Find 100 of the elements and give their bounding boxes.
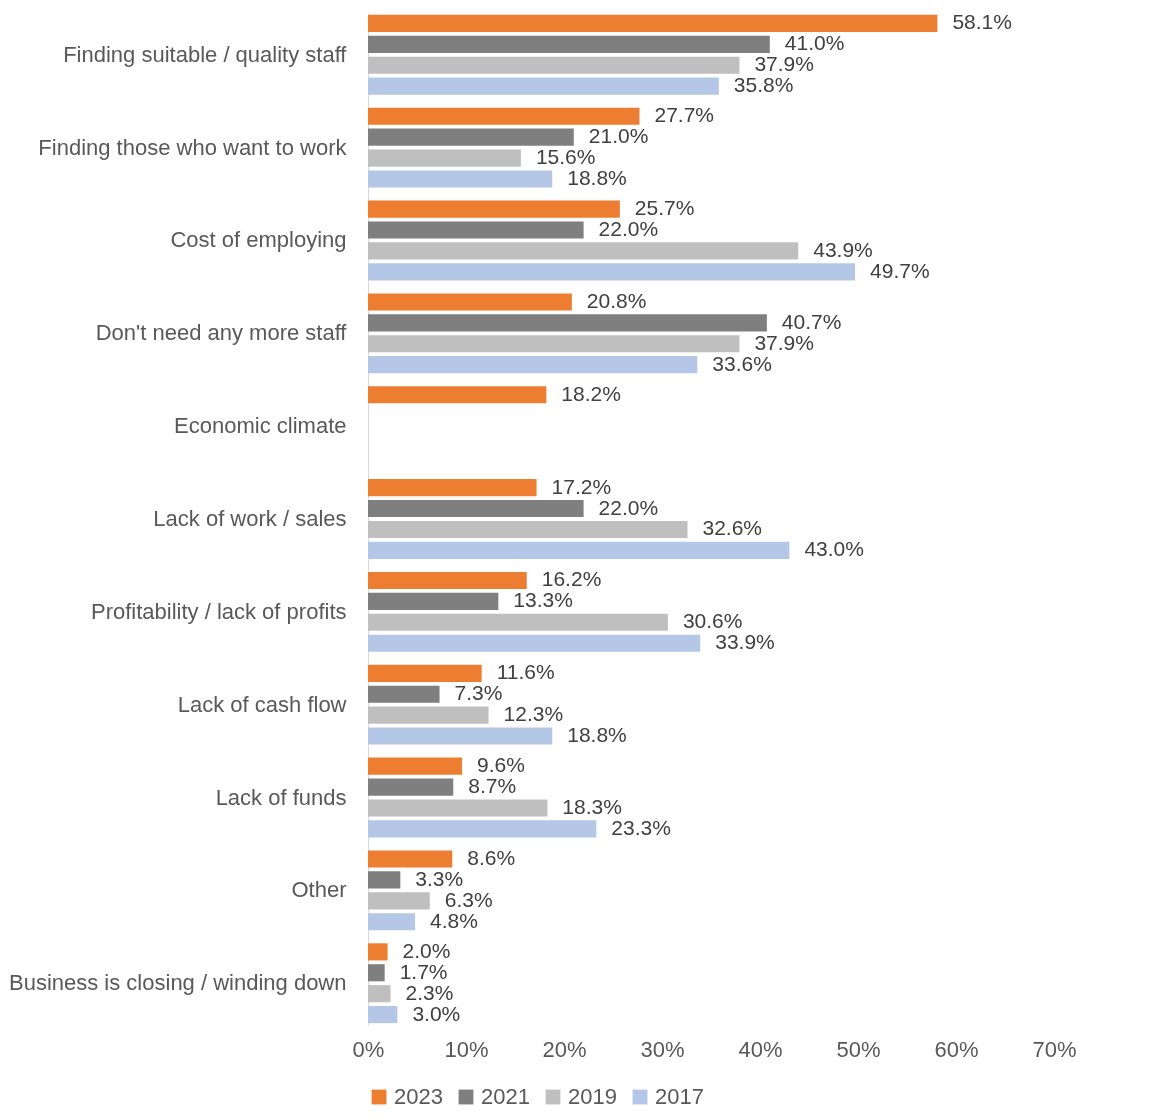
y-tick-label: Economic climate [174, 413, 347, 439]
y-tick-label: Don't need any more staff [95, 320, 348, 346]
data-label: 7.3% [454, 681, 503, 705]
data-label: 6.3% [444, 887, 493, 911]
data-label: 22.0% [598, 217, 659, 241]
bar [368, 107, 640, 125]
bar [368, 242, 799, 260]
x-tick-label: 40% [738, 1036, 783, 1062]
data-label: 18.2% [561, 381, 621, 405]
data-label: 2.0% [402, 938, 451, 962]
x-tick-label: 60% [934, 1036, 979, 1062]
y-tick-label: Finding suitable / quality staff [63, 41, 348, 67]
y-tick-label: Lack of funds [215, 784, 347, 810]
data-label: 33.9% [715, 630, 775, 654]
bar [368, 613, 668, 631]
bar [368, 149, 521, 167]
data-label: 41.0% [784, 31, 845, 55]
bar [368, 77, 719, 95]
data-label: 9.6% [477, 753, 525, 777]
bar [368, 820, 597, 838]
bar [368, 520, 688, 539]
data-label: 30.6% [682, 609, 743, 633]
bar [368, 571, 527, 590]
bar [368, 985, 391, 1003]
y-tick-label: Lack of work / sales [153, 506, 347, 531]
y-tick-label: Cost of employing [170, 227, 347, 253]
bar [368, 479, 537, 497]
bar [368, 14, 938, 32]
data-label: 8.7% [468, 774, 517, 798]
data-label: 20.8% [586, 288, 647, 312]
data-label: 32.6% [702, 516, 763, 540]
bar [368, 200, 620, 218]
bar [368, 850, 453, 868]
bar [368, 871, 401, 889]
data-label: 8.6% [467, 846, 516, 870]
y-tick-label: Other [291, 877, 347, 903]
data-label: 12.3% [503, 702, 564, 726]
legend-label: 2021 [481, 1084, 530, 1109]
data-label: 27.7% [654, 103, 715, 127]
y-tick-label: Business is closing / winding down [8, 970, 347, 996]
bar [368, 356, 698, 374]
bar [368, 314, 767, 332]
bar [368, 56, 740, 74]
bar [368, 757, 463, 775]
y-tick-label: Finding those who want to work [38, 134, 348, 160]
bar [368, 943, 388, 961]
bar [368, 913, 416, 931]
data-label: 33.6% [712, 351, 772, 375]
data-label: 2.3% [405, 980, 454, 1004]
bar [368, 335, 740, 353]
data-label: 13.3% [513, 588, 573, 612]
bar [368, 892, 430, 910]
bar [368, 778, 454, 796]
data-label: 22.0% [598, 495, 659, 519]
data-label: 18.8% [567, 723, 627, 747]
bar [368, 170, 553, 188]
y-tick-label: Profitability / lack of profits [90, 598, 347, 624]
x-tick-label: 10% [444, 1036, 489, 1062]
data-label: 17.2% [551, 474, 612, 498]
data-label: 58.1% [952, 10, 1012, 34]
legend-label: 2023 [394, 1084, 443, 1109]
legend-label: 2019 [568, 1084, 617, 1109]
data-label: 37.9% [754, 330, 814, 354]
data-label: 37.9% [754, 52, 814, 76]
bar [368, 685, 440, 703]
data-label: 21.0% [588, 124, 649, 148]
x-tick-label: 20% [542, 1036, 587, 1062]
x-tick-label: 70% [1032, 1036, 1077, 1062]
x-tick-label: 50% [836, 1036, 881, 1062]
y-tick-label: Lack of cash flow [177, 691, 347, 717]
bar [368, 727, 553, 745]
bar [368, 592, 499, 610]
bar [368, 263, 856, 281]
data-label: 35.8% [733, 73, 794, 97]
data-label: 3.3% [415, 866, 464, 890]
bar [368, 634, 701, 652]
bar [368, 964, 385, 982]
data-label: 25.7% [634, 196, 695, 220]
data-label: 40.7% [781, 309, 842, 333]
bar [368, 541, 790, 559]
data-label: 11.6% [496, 660, 555, 684]
bar [368, 799, 548, 817]
bar [368, 499, 584, 518]
bar [368, 293, 572, 311]
x-tick-label: 30% [640, 1036, 685, 1062]
data-label: 18.3% [562, 794, 622, 818]
data-label: 3.0% [412, 1001, 461, 1025]
bar [368, 221, 584, 239]
data-label: 1.7% [399, 959, 448, 983]
data-label: 43.0% [804, 537, 864, 561]
x-tick-label: 0% [352, 1036, 385, 1062]
bar [368, 664, 482, 682]
data-label: 23.3% [611, 815, 671, 839]
data-label: 16.2% [541, 567, 602, 591]
data-label: 4.8% [430, 908, 478, 932]
bar [368, 128, 574, 146]
bar [368, 386, 547, 404]
bar [368, 1006, 398, 1024]
data-label: 49.7% [870, 258, 930, 282]
bar [368, 706, 489, 724]
